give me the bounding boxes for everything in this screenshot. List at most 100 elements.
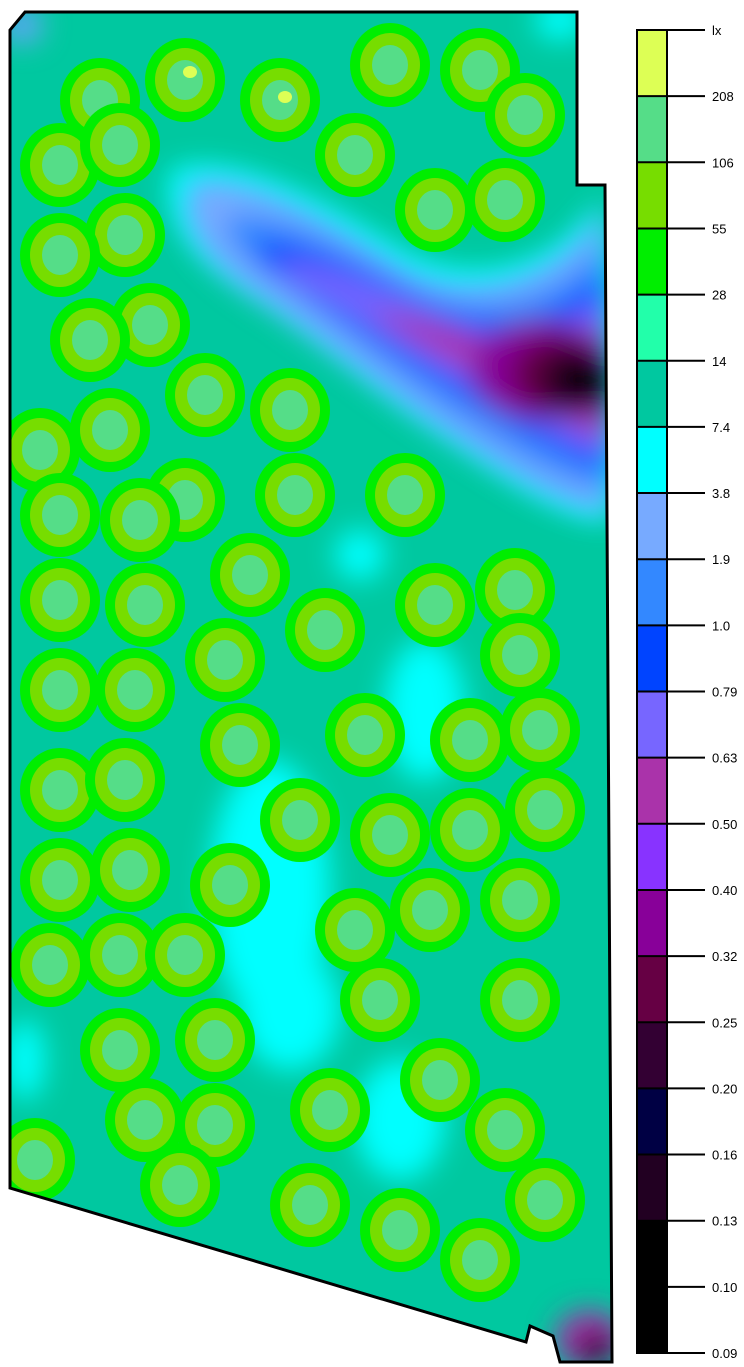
luminaire-spot bbox=[102, 935, 138, 975]
legend-band bbox=[637, 96, 667, 163]
luminaire-spot bbox=[42, 235, 78, 275]
legend-band bbox=[637, 625, 667, 692]
legend-band bbox=[637, 758, 667, 825]
legend-tick-label: 28 bbox=[712, 288, 726, 303]
hot-spot bbox=[278, 91, 292, 103]
legend-band bbox=[637, 956, 667, 1023]
luminaire-spot bbox=[222, 725, 258, 765]
luminaire-spot bbox=[122, 500, 158, 540]
luminaire-spot bbox=[487, 180, 523, 220]
legend-tick-label: 0.10 bbox=[712, 1280, 737, 1295]
luminaire-spot bbox=[232, 555, 268, 595]
legend-tick-label: 0.50 bbox=[712, 817, 737, 832]
luminaire-spot bbox=[382, 1210, 418, 1250]
luminaire-spot bbox=[42, 145, 78, 185]
luminaire-spot bbox=[337, 910, 373, 950]
color-scale-legend: lx 208 106 55 28 14 7.4 3.8 1.9 1.0 0.79 0.63 0.50 0.… bbox=[637, 23, 737, 1361]
luminaire-spot bbox=[462, 1240, 498, 1280]
luminaire-spot bbox=[102, 125, 138, 165]
luminaire-spot bbox=[422, 1060, 458, 1100]
luminaire-spot bbox=[127, 585, 163, 625]
legend-tick-label: 0.16 bbox=[712, 1148, 737, 1163]
luminaire-spot bbox=[502, 635, 538, 675]
legend-tick-label: 0.40 bbox=[712, 883, 737, 898]
legend-band bbox=[637, 493, 667, 560]
legend-tick-label: 0.32 bbox=[712, 949, 737, 964]
legend-band bbox=[637, 427, 667, 494]
legend-band bbox=[637, 361, 667, 428]
legend-band bbox=[637, 824, 667, 891]
legend-tick-label: 106 bbox=[712, 155, 734, 170]
legend-tick-label: 0.63 bbox=[712, 751, 737, 766]
luminaire-spot bbox=[417, 585, 453, 625]
legend-tick-label: 0.20 bbox=[712, 1081, 737, 1096]
luminaire-spot bbox=[277, 475, 313, 515]
luminaire-spot bbox=[502, 980, 538, 1020]
luminaire-spot bbox=[102, 1030, 138, 1070]
luminaire-spot bbox=[412, 890, 448, 930]
legend-tick-label: 3.8 bbox=[712, 486, 730, 501]
legend-tick-label: 1.9 bbox=[712, 552, 730, 567]
luminaire-spot bbox=[32, 945, 68, 985]
legend-band bbox=[637, 30, 667, 97]
luminaire-spot bbox=[42, 495, 78, 535]
contour-field bbox=[0, 0, 625, 1367]
legend-band bbox=[637, 559, 667, 626]
legend-band bbox=[637, 1221, 667, 1288]
luminaire-spot bbox=[197, 1105, 233, 1145]
luminaire-spot bbox=[292, 1185, 328, 1225]
luminaire-spot bbox=[22, 430, 58, 470]
luminaire-spot bbox=[347, 715, 383, 755]
luminaire-spot bbox=[527, 1180, 563, 1220]
luminaire-spot bbox=[212, 865, 248, 905]
luminaire-spot bbox=[372, 815, 408, 855]
legend-band bbox=[637, 295, 667, 362]
luminaire-spot bbox=[42, 670, 78, 710]
legend-tick-label: 0.09 bbox=[712, 1346, 737, 1361]
luminaire-spot bbox=[272, 390, 308, 430]
luminaire-spot bbox=[527, 790, 563, 830]
legend-tick-label: 0.79 bbox=[712, 685, 737, 700]
luminaire-spot bbox=[452, 720, 488, 760]
legend-tick-label: 1.0 bbox=[712, 618, 730, 633]
luminaire-spot bbox=[72, 320, 108, 360]
legend-tick-label: 7.4 bbox=[712, 420, 730, 435]
luminaire-spot bbox=[112, 850, 148, 890]
luminaire-spot bbox=[417, 190, 453, 230]
luminaire-spot bbox=[42, 860, 78, 900]
legend-tick-label: 0.13 bbox=[712, 1214, 737, 1229]
legend-tick-label: 208 bbox=[712, 89, 734, 104]
luminaire-spot bbox=[17, 1140, 53, 1180]
luminaire-spot bbox=[282, 800, 318, 840]
luminaire-spot bbox=[207, 640, 243, 680]
luminaire-spot bbox=[117, 670, 153, 710]
legend-band bbox=[637, 1287, 667, 1354]
hot-spot bbox=[183, 66, 197, 78]
luminaire-spot bbox=[197, 1020, 233, 1060]
legend-band bbox=[637, 228, 667, 295]
luminaire-spot bbox=[452, 810, 488, 850]
luminaire-spot bbox=[497, 570, 533, 610]
luminaire-spot bbox=[167, 60, 203, 100]
luminaire-spot bbox=[42, 580, 78, 620]
luminaire-spot bbox=[387, 475, 423, 515]
luminaire-spot bbox=[92, 410, 128, 450]
luminaire-spot bbox=[187, 375, 223, 415]
luminaire-spot bbox=[522, 710, 558, 750]
luminaire-spot bbox=[162, 1165, 198, 1205]
legend-band bbox=[637, 692, 667, 759]
legend-band bbox=[637, 162, 667, 229]
legend-tick-label: lx bbox=[712, 23, 722, 38]
luminaire-spot bbox=[502, 880, 538, 920]
legend-band bbox=[637, 1088, 667, 1155]
luminaire-spot bbox=[167, 935, 203, 975]
legend-tick-label: 14 bbox=[712, 354, 726, 369]
luminaire-spot bbox=[42, 770, 78, 810]
luminaire-spot bbox=[312, 1090, 348, 1130]
luminaire-spot bbox=[127, 1100, 163, 1140]
legend-band bbox=[637, 1022, 667, 1089]
luminaire-spot bbox=[107, 215, 143, 255]
legend-tick-label: 55 bbox=[712, 221, 726, 236]
luminaire-spot bbox=[487, 1110, 523, 1150]
